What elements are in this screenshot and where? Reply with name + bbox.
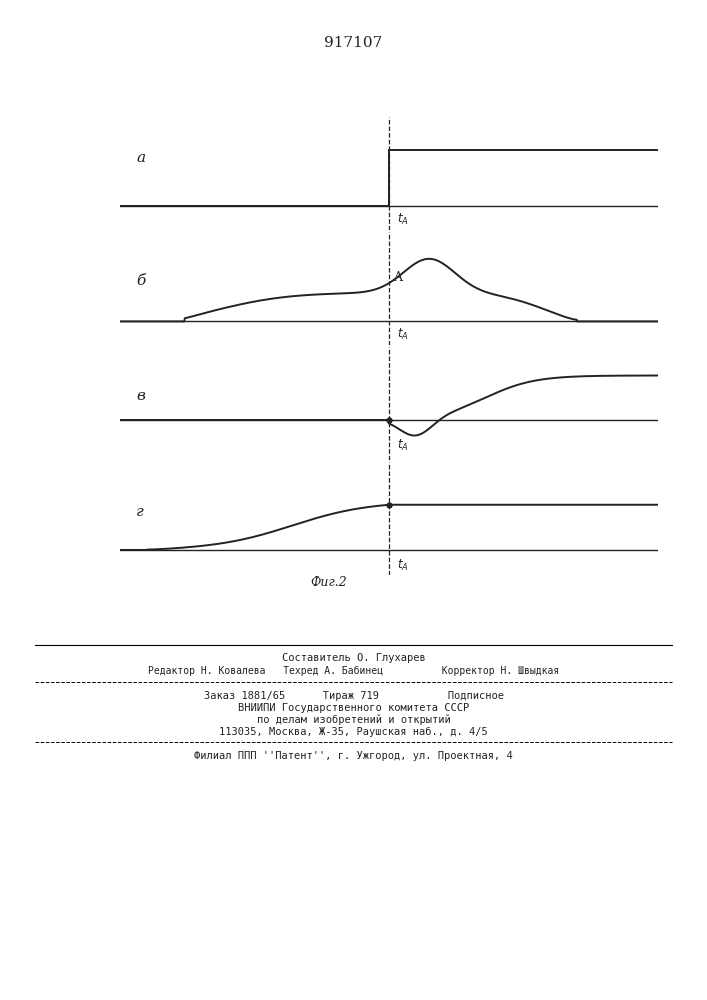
- Text: Заказ 1881/65      Тираж 719           Подписное: Заказ 1881/65 Тираж 719 Подписное: [204, 691, 503, 701]
- Text: Составитель О. Глухарев: Составитель О. Глухарев: [281, 653, 426, 663]
- Text: б: б: [136, 274, 146, 288]
- Text: в: в: [136, 389, 145, 403]
- Text: г: г: [136, 505, 144, 519]
- Text: 917107: 917107: [325, 36, 382, 50]
- Text: $t_A$: $t_A$: [397, 327, 409, 342]
- Text: Филиал ППП ''Патент'', г. Ужгород, ул. Проектная, 4: Филиал ППП ''Патент'', г. Ужгород, ул. П…: [194, 751, 513, 761]
- Text: $t_A$: $t_A$: [397, 558, 409, 573]
- Text: Фиг.2: Фиг.2: [310, 576, 347, 588]
- Text: 113035, Москва, Ж-35, Раушская наб., д. 4/5: 113035, Москва, Ж-35, Раушская наб., д. …: [219, 727, 488, 737]
- Text: $t_A$: $t_A$: [397, 438, 409, 453]
- Text: $t_A$: $t_A$: [397, 212, 409, 227]
- Text: A: A: [393, 271, 402, 284]
- Text: по делам изобретений и открытий: по делам изобретений и открытий: [257, 715, 450, 725]
- Text: ВНИИПИ Государственного комитета СССР: ВНИИПИ Государственного комитета СССР: [238, 703, 469, 713]
- Text: а: а: [136, 151, 146, 165]
- Text: Редактор Н. Ковалева   Техред А. Бабинец          Корректор Н. Швыдкая: Редактор Н. Ковалева Техред А. Бабинец К…: [148, 666, 559, 676]
